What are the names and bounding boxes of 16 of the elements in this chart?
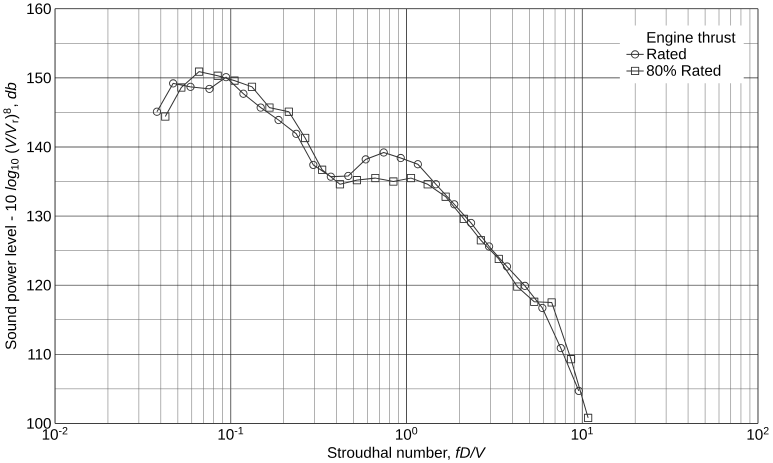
- x-tick-label: 10$^{1}$: [572, 426, 593, 440]
- legend-label: 80% Rated: [646, 64, 720, 76]
- y-tick-label: 130: [27, 210, 51, 222]
- x-tick-label: 10$^{2}$: [748, 426, 769, 440]
- y-tick-label: 120: [27, 280, 51, 291]
- y-tick-label: 150: [27, 72, 51, 84]
- legend-title: Engine thrust: [647, 32, 736, 46]
- y-tick-label: 160: [27, 3, 51, 14]
- y-tick-label: 110: [28, 348, 51, 360]
- text: Sound power level - 10 log$_{10}$ (V/V$_{r}$)$^{8}$, db: [3, 82, 20, 350]
- y-tick-label: 140: [27, 142, 51, 152]
- x-tick-label: 10$^{-1}$: [218, 426, 244, 440]
- x-axis-title: Stroudhal number, fD/V: [328, 446, 486, 460]
- legend-label: Rated: [647, 48, 686, 60]
- x-tick-label: 10$^{0}$: [396, 426, 418, 440]
- y-tick-label: 100: [27, 418, 51, 429]
